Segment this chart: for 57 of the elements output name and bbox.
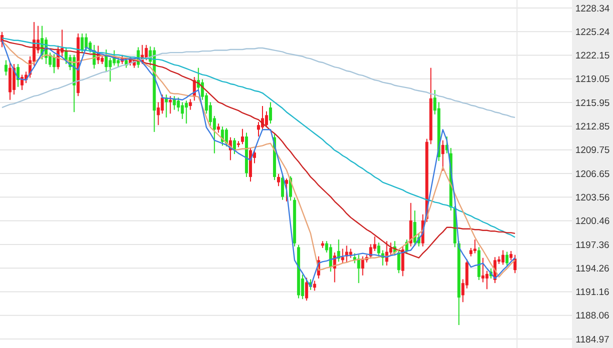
candlestick xyxy=(277,173,280,187)
candlestick xyxy=(4,60,8,76)
candlestick xyxy=(349,248,352,258)
y-tick-label: 1222.15 xyxy=(575,50,610,62)
y-tick-label: 1191.16 xyxy=(576,287,610,298)
candlestick xyxy=(281,174,284,200)
y-tick-label: 1203.56 xyxy=(575,192,610,204)
candlestick xyxy=(409,202,412,247)
y-tick-label: 1206.65 xyxy=(575,168,610,180)
candlestick xyxy=(108,57,112,82)
y-tick-label: 1212.85 xyxy=(575,122,610,133)
candlestick xyxy=(505,251,508,266)
candlestick xyxy=(401,246,404,277)
candlestick xyxy=(269,102,272,124)
y-tick-label: 1215.95 xyxy=(575,98,610,109)
candlestick xyxy=(377,242,380,257)
candlestick xyxy=(240,128,244,145)
y-tick-label: 1209.75 xyxy=(575,145,610,156)
candlestick xyxy=(180,102,184,120)
y-tick-label: 1200.46 xyxy=(575,216,610,228)
y-tick-label: 1197.36 xyxy=(576,240,610,251)
candlestick xyxy=(116,57,120,68)
candlestick xyxy=(144,44,148,61)
candlestick xyxy=(313,280,316,292)
candlestick xyxy=(481,257,484,283)
candlestick xyxy=(156,102,160,126)
candlestick xyxy=(509,250,512,261)
y-tick-label: 1225.24 xyxy=(575,26,610,38)
candlestick xyxy=(441,140,444,172)
candlestick xyxy=(256,122,260,138)
candlestick xyxy=(160,94,164,114)
y-tick-label: 1219.05 xyxy=(575,74,610,86)
candlestick xyxy=(513,254,516,274)
candlestick xyxy=(216,123,220,134)
candlestick xyxy=(329,244,332,272)
candlestick xyxy=(184,100,188,124)
candlestick xyxy=(397,250,400,274)
candlestick xyxy=(80,32,84,54)
candlestick xyxy=(305,277,308,302)
candlestick xyxy=(485,270,488,290)
y-tick-label: 1228.34 xyxy=(575,3,610,14)
candlestick xyxy=(224,128,228,147)
y-tick-label: 1188.06 xyxy=(576,310,610,322)
candlestick xyxy=(413,210,416,246)
candlestick xyxy=(357,254,360,284)
candlestick xyxy=(176,97,180,112)
candlestick xyxy=(172,96,176,110)
y-tick-label: 1194.26 xyxy=(576,263,610,274)
y-tick-label: 1184.97 xyxy=(576,334,610,346)
line-series xyxy=(1,47,516,118)
candlestick xyxy=(265,110,268,128)
candlestick xyxy=(473,239,476,254)
candlestick xyxy=(285,178,288,202)
candlestick xyxy=(501,250,504,266)
candlestick xyxy=(188,98,192,110)
candlestick xyxy=(52,54,56,74)
candlestick xyxy=(341,248,344,264)
